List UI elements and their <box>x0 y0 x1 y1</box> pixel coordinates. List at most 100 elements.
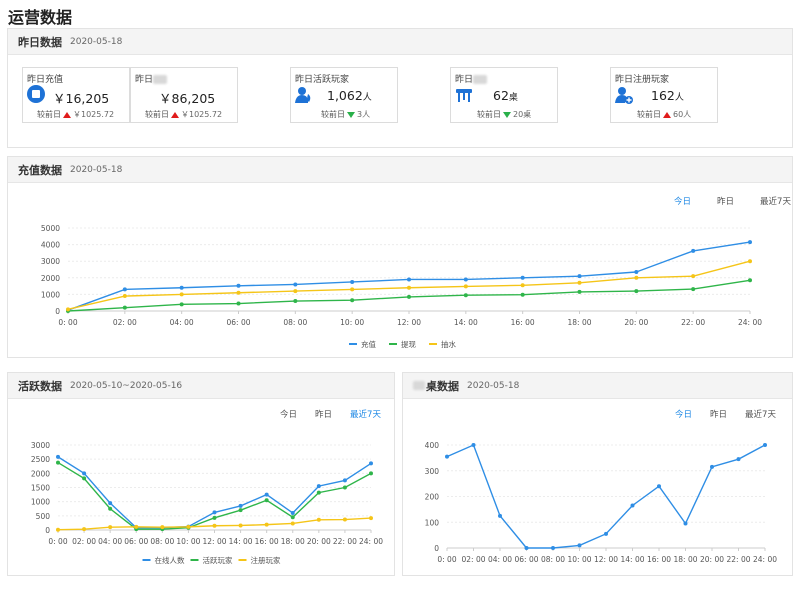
y-tick-label: 4000 <box>41 241 60 250</box>
y-tick-label: 200 <box>425 493 440 502</box>
data-point <box>122 294 127 299</box>
x-tick-label: 14: 00 <box>454 318 478 327</box>
card-register-players: 昨日注册玩家 162人 较前日 60人 <box>610 67 718 123</box>
arrow-up-icon <box>171 111 179 118</box>
compare-value: 3人 <box>357 110 371 119</box>
x-tick-label: 24: 00 <box>359 537 383 546</box>
tab-last-7-days[interactable]: 最近7天 <box>745 410 776 420</box>
tables-date: 2020-05-18 <box>467 380 520 391</box>
data-point <box>236 290 241 295</box>
card-tables-label: 昨日 <box>455 72 488 85</box>
data-point <box>108 525 113 530</box>
data-point <box>179 285 184 290</box>
x-tick-label: 06: 00 <box>227 318 251 327</box>
legend-label[interactable]: 充值 <box>361 339 376 349</box>
data-point <box>471 443 476 447</box>
active-tabs: 今日 昨日 最近7天 <box>280 408 381 420</box>
card-tables-number: 62 <box>493 88 509 103</box>
data-point <box>179 292 184 297</box>
card-active-number: 1,062 <box>327 88 363 103</box>
card-recharge-value: ￥16,205 <box>53 91 110 106</box>
yesterday-date: 2020-05-18 <box>70 36 123 47</box>
x-tick-label: 22: 00 <box>727 555 751 564</box>
active-panel: 活跃数据 2020-05-10~2020-05-16 今日 昨日 最近7天 0 5… <box>7 372 395 576</box>
y-tick-label: 300 <box>425 467 440 476</box>
tab-last-7-days[interactable]: 最近7天 <box>760 197 791 207</box>
data-point <box>316 484 321 489</box>
x-tick-label: 24: 00 <box>753 555 777 564</box>
tab-today[interactable]: 今日 <box>280 410 298 420</box>
x-tick-label: 20: 00 <box>307 537 331 546</box>
x-tick-label: 06: 00 <box>124 537 148 546</box>
data-point <box>342 517 347 522</box>
y-tick-label: 0 <box>45 526 50 535</box>
y-tick-label: 3000 <box>31 441 50 450</box>
legend-label[interactable]: 抽水 <box>441 339 456 349</box>
data-point <box>122 287 127 292</box>
x-tick-label: 18: 00 <box>281 537 305 546</box>
legend-label[interactable]: 活跃玩家 <box>203 555 233 565</box>
y-tick-label: 1000 <box>31 498 50 507</box>
arrow-up-icon <box>63 111 71 118</box>
data-point <box>551 546 555 550</box>
data-point <box>350 287 355 292</box>
tables-chart: 0 100 200 300 400 0: 00 02: 00 04: 00 06: 00 08: … <box>425 441 778 564</box>
compare-label: 较前日 <box>37 110 61 119</box>
data-point <box>350 279 355 284</box>
arrow-down-icon <box>503 111 511 118</box>
x-tick-label: 04: 00 <box>98 537 122 546</box>
tab-yesterday[interactable]: 昨日 <box>717 197 735 207</box>
card-recharge-compare: 较前日 ￥1025.72 <box>37 109 114 120</box>
x-tick-label: 14: 00 <box>621 555 645 564</box>
data-point <box>238 508 243 513</box>
x-tick-label: 12: 00 <box>203 537 227 546</box>
data-point <box>577 543 582 548</box>
data-point <box>463 277 468 282</box>
data-point <box>179 302 184 307</box>
card-second: 昨日 ￥86,205 较前日 ￥1025.72 <box>130 67 238 123</box>
y-tick-label: 1500 <box>31 484 50 493</box>
card-tables: 昨日 62桌 较前日 20桌 <box>450 67 558 123</box>
data-point <box>691 248 696 253</box>
data-point <box>212 523 217 528</box>
data-point <box>634 269 639 274</box>
y-tick-label: 1000 <box>41 290 60 299</box>
legend-label[interactable]: 注册玩家 <box>251 555 281 565</box>
data-point <box>634 275 639 280</box>
x-tick-label: 02: 00 <box>72 537 96 546</box>
legend-label[interactable]: 在线人数 <box>155 555 185 565</box>
x-tick-label: 0: 00 <box>58 318 77 327</box>
x-tick-label: 06: 00 <box>515 555 539 564</box>
y-tick-label: 100 <box>425 518 440 527</box>
data-point <box>236 283 241 288</box>
x-tick-label: 02: 00 <box>462 555 486 564</box>
data-point <box>108 501 113 506</box>
legend-label[interactable]: 提现 <box>401 339 416 349</box>
y-tick-label: 0 <box>55 307 60 316</box>
tab-today[interactable]: 今日 <box>674 197 692 207</box>
data-point <box>691 287 696 292</box>
data-point <box>212 515 217 520</box>
data-point <box>316 490 321 495</box>
data-point <box>604 531 608 536</box>
data-point <box>290 511 295 515</box>
x-tick-label: 0: 00 <box>437 555 456 564</box>
y-tick-label: 2000 <box>31 469 50 478</box>
data-point <box>108 506 113 511</box>
tab-today[interactable]: 今日 <box>675 410 693 420</box>
x-tick-label: 22: 00 <box>681 318 705 327</box>
card-register-compare: 较前日 60人 <box>637 109 691 120</box>
data-point <box>577 280 582 285</box>
tab-last-7-days[interactable]: 最近7天 <box>350 410 381 420</box>
card-active-players: 昨日活跃玩家 1,062人 较前日 3人 <box>290 67 398 123</box>
tab-yesterday[interactable]: 昨日 <box>315 410 333 420</box>
card-second-label: 昨日 <box>135 72 168 85</box>
recharge-tabs: 今日 昨日 最近7天 <box>674 195 791 207</box>
series-line <box>67 241 751 311</box>
data-point <box>122 305 127 310</box>
x-tick-label: 02: 00 <box>113 318 137 327</box>
tab-yesterday[interactable]: 昨日 <box>710 410 728 420</box>
data-point <box>657 484 661 489</box>
x-tick-label: 16: 00 <box>511 318 535 327</box>
active-date: 2020-05-10~2020-05-16 <box>70 380 183 391</box>
